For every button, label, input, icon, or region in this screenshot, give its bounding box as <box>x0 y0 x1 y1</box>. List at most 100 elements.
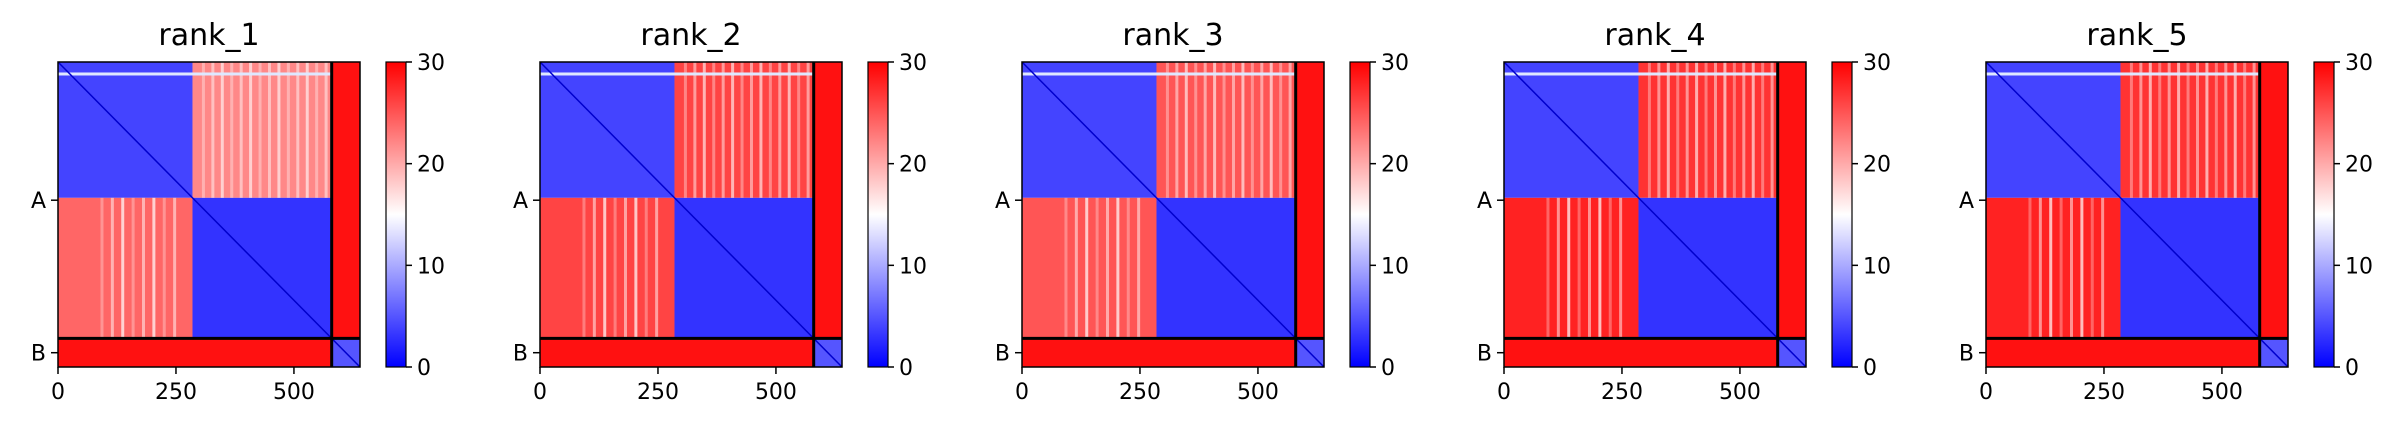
heatmap-streak <box>634 197 638 339</box>
y-tick-label-A: A <box>513 189 528 214</box>
y-tick-label-A: A <box>1477 189 1492 214</box>
heatmap-block-6 <box>540 338 814 367</box>
heatmap-streak <box>296 62 300 198</box>
x-tick-label: 500 <box>2201 380 2243 405</box>
plot-frame <box>1021 61 1325 368</box>
heatmap-streak <box>1676 62 1680 198</box>
heatmap-streak <box>1105 197 1109 339</box>
heatmap-streak <box>1567 197 1571 339</box>
heatmap-diagonal <box>57 61 361 368</box>
heatmap-cells <box>1503 61 1807 368</box>
heatmap-streak <box>1647 62 1651 198</box>
heatmap-streak <box>1175 62 1179 198</box>
heatmap-cells <box>1985 61 2289 368</box>
colorbar-tick-label: 20 <box>2345 153 2373 178</box>
x-tick-label: 0 <box>1979 380 1993 405</box>
heatmap-streak <box>693 62 697 198</box>
heatmap-streak <box>2214 62 2218 198</box>
heatmap-block-6 <box>58 338 332 367</box>
heatmap-streak <box>623 197 627 339</box>
heatmap-streak <box>2158 62 2162 198</box>
colorbar-tick-label: 10 <box>417 254 445 279</box>
heatmap-streak <box>152 197 156 339</box>
heatmap-block-5 <box>813 62 842 339</box>
x-tick-label: 250 <box>1601 380 1643 405</box>
heatmap-band <box>1022 72 1296 76</box>
heatmap-streak <box>1619 197 1623 339</box>
heatmap-streak <box>110 197 114 339</box>
heatmap-streak <box>1085 197 1089 339</box>
colorbar-tick-label: 10 <box>1863 254 1891 279</box>
heatmap-streak <box>1761 62 1765 198</box>
heatmap-streak <box>1260 62 1264 198</box>
colorbar-tick-label: 0 <box>2345 356 2359 381</box>
heatmap-streak <box>1546 197 1550 339</box>
plot-frame <box>57 61 361 368</box>
heatmap-block-3 <box>1986 197 2121 339</box>
panel-title: rank_3 <box>1122 18 1223 53</box>
x-tick-label: 500 <box>273 380 315 405</box>
colorbar-tick-label: 10 <box>2345 254 2373 279</box>
heatmap-streak <box>141 197 145 339</box>
heatmap-streak <box>1704 62 1708 198</box>
heatmap-streak <box>1723 62 1727 198</box>
heatmap-streak <box>1751 62 1755 198</box>
heatmap-streak <box>2038 197 2042 339</box>
heatmap-streak <box>787 62 791 198</box>
colorbar <box>2313 61 2335 368</box>
heatmap-streak <box>1165 62 1169 198</box>
heatmap-streak <box>740 62 744 198</box>
colorbar-tick-label: 20 <box>417 153 445 178</box>
heatmap-cells <box>57 61 361 368</box>
colorbar-tick-label: 20 <box>1863 153 1891 178</box>
heatmap-streak <box>1250 62 1254 198</box>
heatmap-streak <box>1194 62 1198 198</box>
heatmap-block-3 <box>1022 197 1157 339</box>
y-tick-label-B: B <box>513 342 528 367</box>
heatmap-diagonal <box>1021 61 1325 368</box>
heatmap-streak <box>1222 62 1226 198</box>
heatmap-streak <box>749 62 753 198</box>
heatmap-streak <box>582 197 586 339</box>
heatmap-streak <box>1241 62 1245 198</box>
heatmap-block-5 <box>1777 62 1806 339</box>
heatmap-streak <box>2186 62 2190 198</box>
heatmap-streak <box>806 62 810 198</box>
heatmap-band <box>540 72 814 76</box>
heatmap-streak <box>2148 62 2152 198</box>
x-tick-label: 0 <box>533 380 547 405</box>
x-tick-label: 250 <box>2083 380 2125 405</box>
colorbar-tick-label: 30 <box>1381 51 1409 76</box>
plot-frame <box>539 61 843 368</box>
heatmap-diagonal <box>1503 61 1807 368</box>
heatmap-streak <box>2224 62 2228 198</box>
heatmap-streak <box>162 197 166 339</box>
heatmap-streak <box>1598 197 1602 339</box>
heatmap-streak <box>731 62 735 198</box>
heatmap-streak <box>644 197 648 339</box>
heatmap-streak <box>258 62 262 198</box>
heatmap-streak <box>239 62 243 198</box>
heatmap-streak <box>2167 62 2171 198</box>
heatmap-streak <box>1116 197 1120 339</box>
heatmap-streak <box>2139 62 2143 198</box>
heatmap-streak <box>1732 62 1736 198</box>
heatmap-band <box>1986 72 2260 76</box>
colorbar-tick-label: 30 <box>1863 51 1891 76</box>
heatmap-diagonal <box>539 61 843 368</box>
heatmap-diagonal <box>1985 61 2289 368</box>
heatmap-streak <box>201 62 205 198</box>
heatmap-streak <box>603 197 607 339</box>
heatmap-streak <box>1269 62 1273 198</box>
colorbar-tick-label: 20 <box>899 153 927 178</box>
colorbar <box>1349 61 1371 368</box>
x-tick-label: 0 <box>51 380 65 405</box>
heatmap-streak <box>1288 62 1292 198</box>
heatmap-streak <box>267 62 271 198</box>
x-tick-label: 250 <box>637 380 679 405</box>
heatmap-streak <box>305 62 309 198</box>
heatmap-streak <box>1556 197 1560 339</box>
